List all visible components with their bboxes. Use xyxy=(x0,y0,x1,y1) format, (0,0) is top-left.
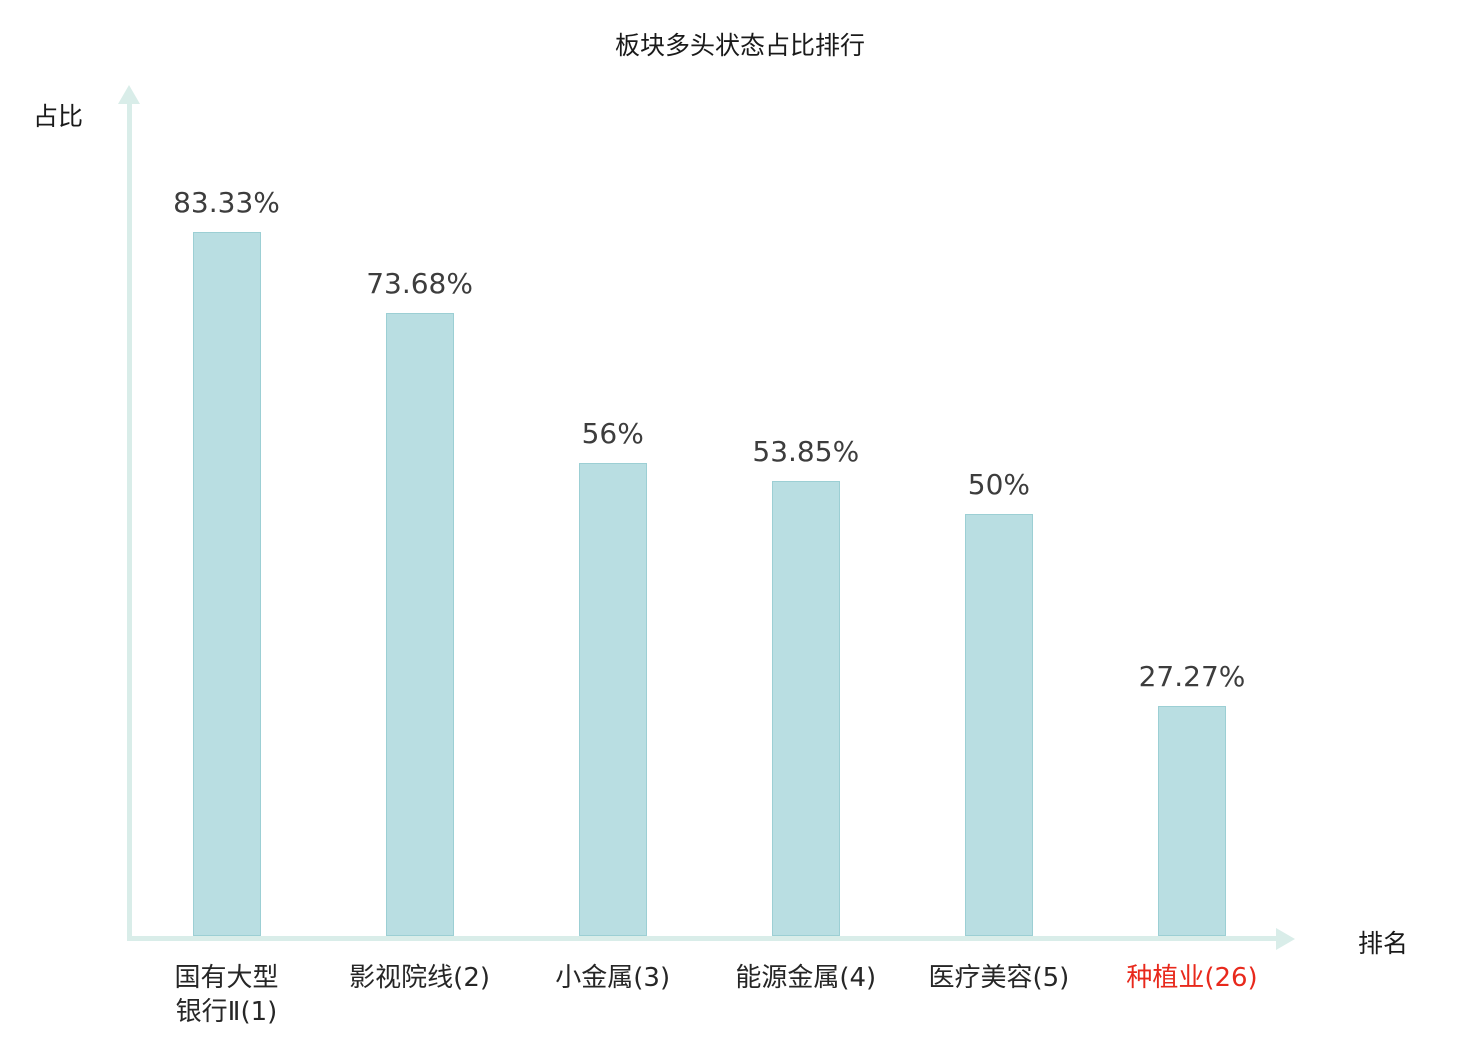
bar-value-label: 53.85% xyxy=(752,435,860,468)
bar xyxy=(1158,706,1226,936)
bar xyxy=(192,232,261,936)
bar-value-label: 27.27% xyxy=(1138,660,1246,693)
bar-category-label: 能源金属(4) xyxy=(735,963,877,993)
x-axis-arrowhead-icon xyxy=(1276,927,1295,950)
bar xyxy=(964,514,1033,936)
bar-value-label: 83.33% xyxy=(173,186,280,219)
bar-value-label: 50% xyxy=(967,468,1030,501)
bar-category-label: 医疗美容(5) xyxy=(928,963,1070,993)
chart-title: 板块多头状态占比排行 xyxy=(614,31,865,60)
bar-category-label: 国有大型 银行Ⅱ(1) xyxy=(174,963,279,1027)
y-axis-label: 占比 xyxy=(33,102,84,131)
y-axis-arrowhead-icon xyxy=(118,85,140,104)
bar xyxy=(578,463,647,936)
bar-category-label: 影视院线(2) xyxy=(349,963,491,993)
y-axis xyxy=(127,102,132,941)
bar xyxy=(771,481,840,936)
x-axis xyxy=(127,936,1279,941)
bar-value-label: 73.68% xyxy=(366,267,473,300)
x-axis-label: 排名 xyxy=(1358,929,1409,958)
bar-category-label: 小金属(3) xyxy=(555,963,671,993)
bar-category-label: 种植业(26) xyxy=(1126,963,1258,993)
bar-value-label: 56% xyxy=(581,417,644,450)
bar xyxy=(385,313,454,936)
